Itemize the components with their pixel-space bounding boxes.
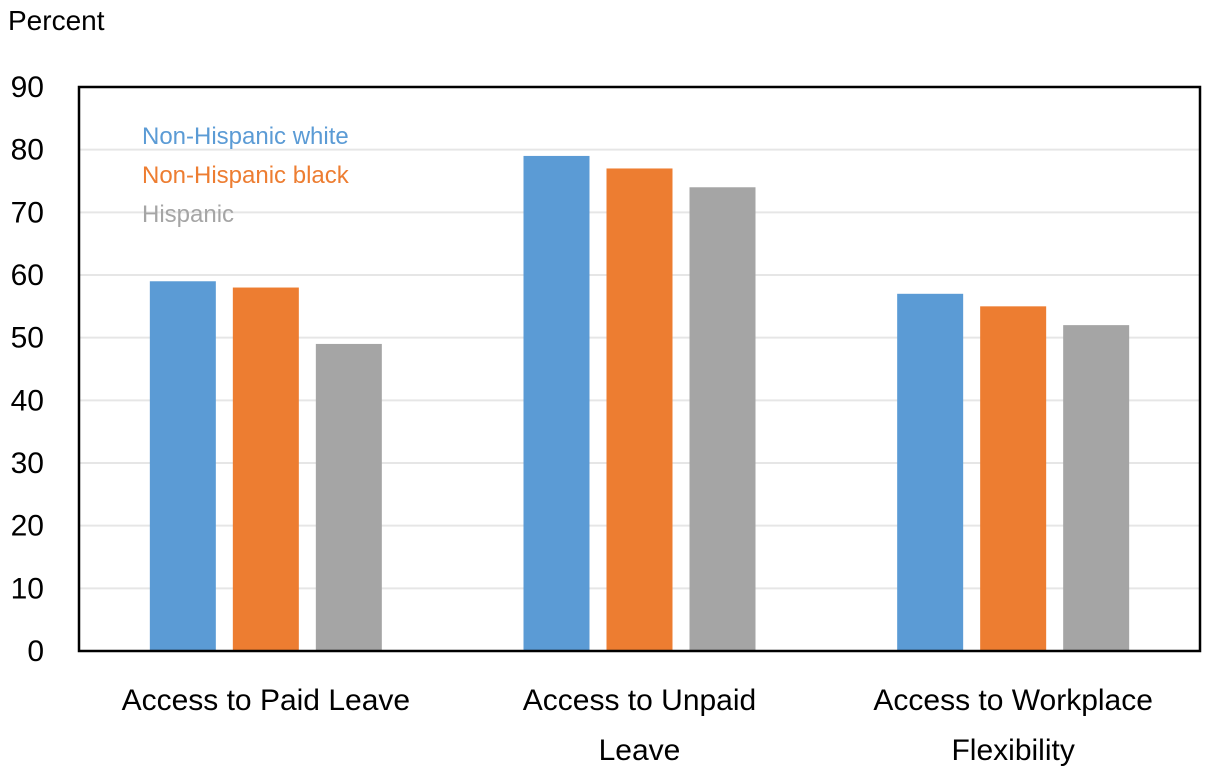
y-tick-label: 70 (11, 196, 44, 229)
bar (232, 287, 299, 651)
bar (689, 187, 756, 651)
bar (980, 306, 1047, 651)
y-tick-label: 90 (11, 71, 44, 104)
x-category-label: Access to Paid Leave (122, 684, 411, 717)
legend: Non-Hispanic white Non-Hispanic black Hisp… (142, 123, 350, 228)
bar (523, 155, 590, 651)
legend-entry: Non-Hispanic black (142, 162, 350, 189)
x-category-label: Leave (599, 734, 681, 767)
bar (1063, 325, 1130, 651)
y-tick-label: 30 (11, 447, 44, 480)
y-tick-label: 20 (11, 510, 44, 543)
x-category-label: Access to Workplace (873, 684, 1153, 717)
y-tick-labels: 0 10 20 30 40 50 60 70 80 90 (11, 71, 44, 668)
y-axis-label: Percent (8, 5, 105, 36)
plot-area-border (77, 85, 1202, 653)
x-category-label: Access to Unpaid (523, 684, 756, 717)
bar (897, 293, 964, 651)
y-tick-label: 40 (11, 384, 44, 417)
bar (149, 281, 216, 651)
y-tick-label: 0 (27, 635, 44, 668)
y-tick-label: 80 (11, 134, 44, 167)
bar (606, 168, 673, 651)
legend-entry: Hispanic (142, 201, 234, 228)
bar (315, 343, 382, 651)
legend-entry: Non-Hispanic white (142, 123, 349, 150)
y-tick-label: 60 (11, 259, 44, 292)
y-tick-label: 50 (11, 322, 44, 355)
x-category-labels: Access to Paid Leave Access to Unpaid Leav… (122, 684, 1153, 767)
x-category-label: Flexibility (951, 734, 1074, 767)
y-tick-label: 10 (11, 572, 44, 605)
bars (149, 155, 1130, 651)
